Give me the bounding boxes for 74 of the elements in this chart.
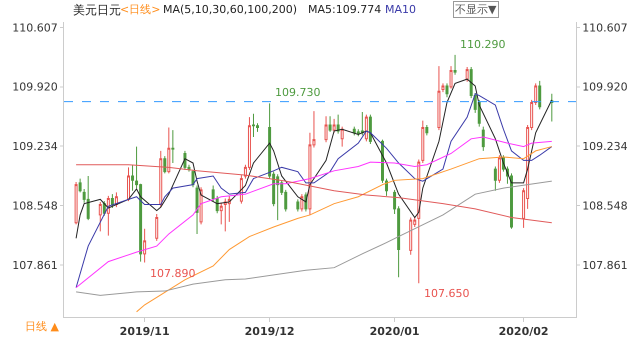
candlestick	[276, 174, 280, 221]
candlestick	[332, 118, 336, 134]
candlestick	[340, 126, 344, 148]
candlestick	[364, 114, 368, 142]
candlestick	[482, 126, 485, 152]
text: 日线 ▲	[25, 320, 60, 333]
text: 不显示▼	[455, 3, 497, 16]
y-tick-label: 109.920	[12, 80, 58, 94]
y2-tick-label: 109.920	[582, 80, 628, 94]
candlestick	[127, 166, 130, 202]
annotation: 107.890	[150, 267, 196, 280]
line-series	[136, 146, 552, 312]
candlestick	[441, 82, 444, 93]
annotation: 107.650	[424, 287, 470, 300]
candlestick	[212, 185, 215, 202]
candlestick	[494, 166, 497, 192]
candlestick	[352, 126, 356, 136]
text: MA5:109.774	[308, 3, 382, 16]
y2-tick-label: 108.548	[582, 199, 628, 212]
candlestick	[183, 150, 186, 170]
candlestick	[106, 195, 110, 236]
annotation: 109.730	[275, 86, 320, 99]
candlestick	[360, 111, 364, 136]
candlestick	[466, 66, 469, 82]
candlestick	[421, 120, 424, 164]
x-tick-label: 2019/11	[120, 325, 170, 338]
candlestick	[192, 169, 194, 188]
candlestick	[454, 54, 457, 76]
candlestick	[74, 182, 78, 225]
annotation: 110.290	[460, 38, 506, 51]
candlestick	[446, 82, 448, 98]
y-tick-label: 110.607	[12, 21, 58, 34]
candlestick	[220, 202, 223, 225]
candlestick	[155, 214, 158, 242]
candlestick	[368, 114, 372, 144]
candlestick	[538, 80, 542, 110]
line-series	[76, 78, 552, 239]
candlestick	[324, 116, 328, 143]
candlestick	[437, 66, 440, 131]
candlestick	[110, 194, 114, 208]
candlestick	[550, 93, 554, 122]
candlestick	[296, 198, 300, 212]
candlestick	[252, 113, 255, 138]
y-tick-label: 108.548	[12, 199, 58, 212]
text: MA10	[385, 3, 416, 16]
candlestick	[196, 185, 199, 234]
line-series	[76, 180, 552, 296]
x-tick-label: 2020/02	[498, 325, 549, 338]
y-tick-label: 109.234	[12, 140, 58, 154]
y2-tick-label: 109.234	[582, 140, 628, 154]
candlestick	[336, 114, 340, 134]
candlestick	[98, 201, 102, 232]
candlestick	[216, 195, 219, 214]
candlestick	[86, 175, 90, 221]
candlestick	[425, 124, 428, 136]
y2-tick-label: 110.607	[582, 21, 628, 34]
candlestick	[409, 217, 412, 256]
candlestick	[498, 154, 501, 184]
line-series	[76, 136, 552, 288]
candlestick	[450, 66, 453, 90]
text: MA(5,10,30,60,100,200)	[163, 3, 298, 16]
candlestick	[143, 228, 146, 263]
y-tick-label: 107.861	[12, 258, 58, 272]
chart-subtitle: <日线>	[120, 3, 160, 16]
candlestick	[224, 198, 227, 232]
x-tick-label: 2019/12	[244, 325, 295, 338]
x-tick-label: 2020/01	[370, 325, 420, 338]
candlestick	[300, 194, 304, 212]
candlestick	[78, 178, 82, 193]
y2-tick-label: 107.861	[582, 258, 628, 272]
candlestick	[171, 130, 174, 164]
chart-title: 美元日元	[73, 3, 121, 17]
candlestick	[328, 116, 332, 132]
candlestick	[163, 156, 166, 174]
